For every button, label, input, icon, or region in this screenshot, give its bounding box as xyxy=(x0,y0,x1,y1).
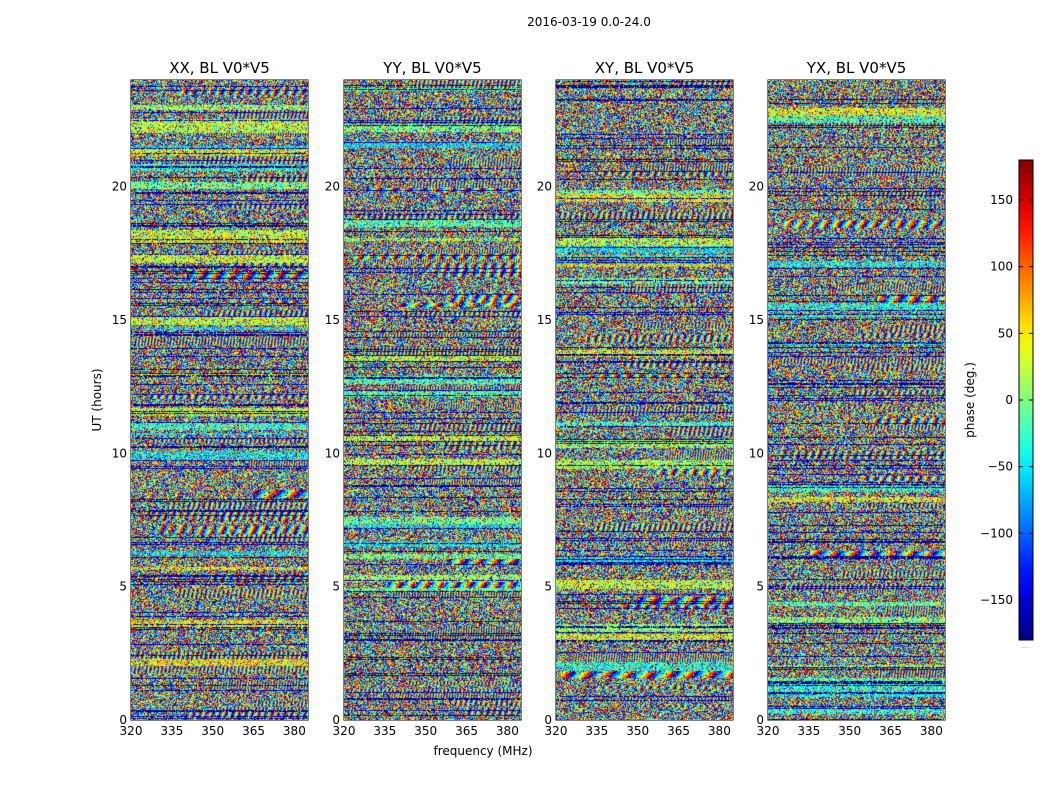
x-tick-label: 320 xyxy=(545,724,568,738)
colorbar-tick-label: 50 xyxy=(998,326,1013,340)
colorbar-tick-label: −100 xyxy=(980,526,1013,540)
colorbar-tick-label: −50 xyxy=(988,460,1013,474)
x-tick-label: 380 xyxy=(283,724,306,738)
y-axis-label: UT (hours) xyxy=(90,368,104,431)
y-tick-label: 10 xyxy=(749,446,764,460)
figure-title: 2016-03-19 0.0-24.0 xyxy=(527,15,651,29)
colorbar-tick-label: 150 xyxy=(990,193,1013,207)
x-tick-label: 350 xyxy=(838,724,861,738)
x-tick-label: 335 xyxy=(373,724,396,738)
panel-xx: XX, BL V0*V5 320 335 350 365 380 0 5 10 15 20 xyxy=(112,59,309,738)
y-tick-label: 20 xyxy=(537,180,552,194)
colorbar-extra-label: ..... xyxy=(1021,643,1031,650)
colorbar-tick-label: 100 xyxy=(990,260,1013,274)
heatmap-yy xyxy=(344,80,521,720)
x-tick-label: 365 xyxy=(242,724,265,738)
y-tick-label: 15 xyxy=(749,313,764,327)
x-tick-label: 320 xyxy=(333,724,356,738)
x-tick-label: 320 xyxy=(757,724,780,738)
heatmap-xy xyxy=(556,80,733,720)
y-tick-label: 0 xyxy=(756,713,764,727)
y-tick-label: 15 xyxy=(325,313,340,327)
panel-xy: XY, BL V0*V5 320 335 350 365 380 0 5 10 15 20 xyxy=(537,59,734,738)
colorbar-tick-label: 0 xyxy=(1005,393,1013,407)
y-tick-label: 0 xyxy=(544,713,552,727)
y-tick-label: 5 xyxy=(332,580,340,594)
y-tick-label: 0 xyxy=(119,713,127,727)
panel-title: YX, BL V0*V5 xyxy=(806,59,907,77)
x-tick-label: 365 xyxy=(455,724,478,738)
x-tick-label: 365 xyxy=(667,724,690,738)
heatmap-yx xyxy=(768,80,945,720)
panel-title: XX, BL V0*V5 xyxy=(169,59,270,77)
x-tick-label: 335 xyxy=(797,724,820,738)
x-tick-label: 380 xyxy=(920,724,943,738)
y-tick-label: 15 xyxy=(112,313,127,327)
y-tick-label: 20 xyxy=(325,180,340,194)
x-tick-label: 350 xyxy=(626,724,649,738)
x-tick-label: 320 xyxy=(120,724,143,738)
heatmap-xx xyxy=(131,80,308,720)
y-tick-label: 10 xyxy=(325,446,340,460)
y-tick-label: 20 xyxy=(112,180,127,194)
y-tick-label: 20 xyxy=(749,180,764,194)
y-tick-label: 5 xyxy=(756,580,764,594)
panel-title: YY, BL V0*V5 xyxy=(382,59,481,77)
colorbar: −150 −100 −50 0 50 100 150 xyxy=(980,159,1034,641)
x-tick-label: 350 xyxy=(414,724,437,738)
colorbar-label: phase (deg.) xyxy=(963,362,977,438)
x-tick-label: 380 xyxy=(496,724,519,738)
x-tick-label: 380 xyxy=(708,724,731,738)
x-tick-label: 335 xyxy=(585,724,608,738)
y-tick-label: 5 xyxy=(119,580,127,594)
x-axis-label: frequency (MHz) xyxy=(433,744,532,758)
y-tick-label: 5 xyxy=(544,580,552,594)
y-tick-label: 10 xyxy=(537,446,552,460)
x-tick-label: 335 xyxy=(160,724,183,738)
y-tick-label: 10 xyxy=(112,446,127,460)
y-tick-label: 15 xyxy=(537,313,552,327)
panel-title: XY, BL V0*V5 xyxy=(595,59,695,77)
x-tick-label: 350 xyxy=(201,724,224,738)
y-tick-label: 0 xyxy=(332,713,340,727)
colorbar-tick-label: −150 xyxy=(980,593,1013,607)
x-tick-label: 365 xyxy=(879,724,902,738)
